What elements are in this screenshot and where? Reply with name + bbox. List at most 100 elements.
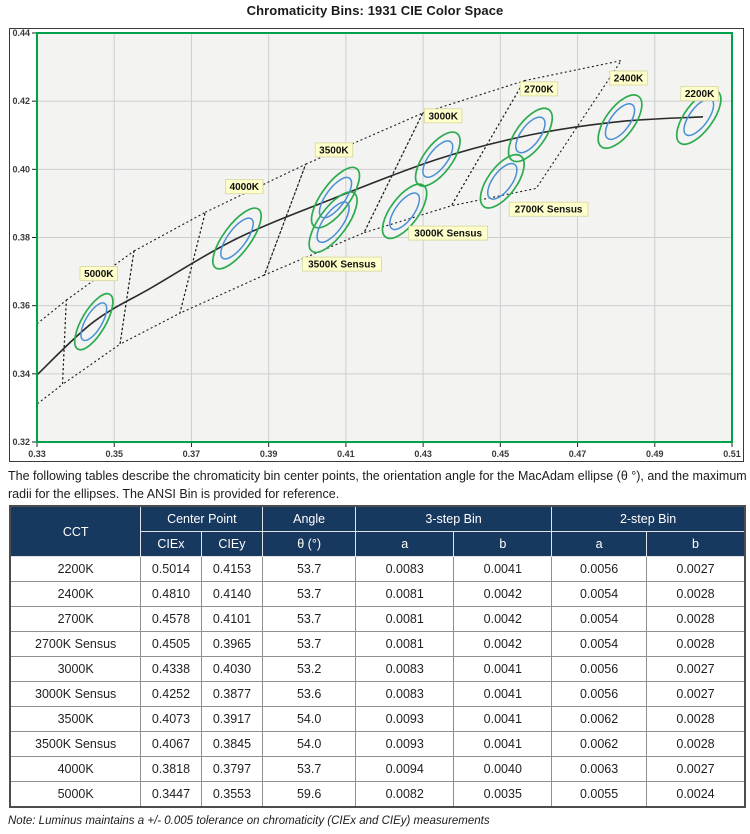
cell-value: 0.4338 [140,656,202,682]
header-3step-a: a [354,531,455,557]
cell-value: 0.4810 [140,581,202,607]
cell-value: 0.3553 [200,781,264,808]
ellipse-2step [318,176,353,219]
planckian-locus-curve [37,116,704,376]
ellipse-2step [515,116,546,154]
svg-text:0.43: 0.43 [414,449,432,459]
cell-value: 0.0081 [354,581,455,607]
ellipse-pair-4000K [212,207,262,270]
svg-text:0.34: 0.34 [12,369,30,379]
cell-value: 53.7 [262,756,356,782]
cell-value: 0.0063 [551,756,647,782]
svg-text:0.49: 0.49 [646,449,664,459]
bin-label-2400K: 2400K [609,70,648,86]
ellipse-pair-2400K [597,94,643,150]
cell-value: 0.0093 [354,706,455,732]
cell-value: 0.0082 [354,781,455,808]
cell-value: 0.0040 [453,756,553,782]
cell-cct: 3000K [9,656,142,682]
svg-text:3500K: 3500K [319,145,349,156]
svg-text:2700K Sensus: 2700K Sensus [515,205,583,216]
axis-ticks [32,32,733,447]
svg-text:0.36: 0.36 [12,301,30,311]
svg-text:3500K Sensus: 3500K Sensus [308,260,376,271]
bin-label-3000K: 3000K [423,108,463,124]
cell-value: 0.0056 [551,681,647,707]
cell-value: 0.4030 [200,656,264,682]
ellipse-pair-3000K Sensus [381,183,428,240]
chromaticity-figure: 0.33 0.35 0.37 0.39 0.41 0.43 0.45 0.47 0.49 0.51… [9,28,744,462]
ellipse-2step [422,140,454,179]
cell-value: 0.0056 [551,556,647,582]
cell-cct: 2400K [9,581,142,607]
table-row: 3500K 0.4073 0.3917 54.0 0.0093 0.0041 0.0062 0… [9,706,746,732]
cell-value: 0.4067 [140,731,202,757]
cell-value: 0.0081 [354,631,455,657]
ansi-quad-2700K [450,59,623,207]
cell-value: 53.7 [262,556,356,582]
cell-value: 53.7 [262,631,356,657]
cell-value: 0.0056 [551,656,647,682]
cell-value: 0.0027 [645,656,746,682]
bin-label-4000K: 4000K [225,179,264,195]
cell-value: 0.0094 [354,756,455,782]
ellipse-3step [479,153,525,209]
cell-cct: 2700K [9,606,142,632]
cell-value: 0.3877 [200,681,264,707]
cell-value: 0.4505 [140,631,202,657]
header-ciex: CIEx [140,531,202,557]
ellipse-2step [389,192,421,231]
cell-value: 0.4101 [200,606,264,632]
ansi-quad-5700K-partial [37,299,67,405]
ellipse-2step [604,103,636,141]
axis-tick-labels: 0.33 0.35 0.37 0.39 0.41 0.43 0.45 0.47 0.49 0.51… [12,28,740,459]
bin-label-3500K: 3500K [314,142,354,158]
ellipse-2step [220,217,254,260]
svg-text:0.37: 0.37 [183,449,201,459]
cell-value: 0.0083 [354,656,455,682]
svg-text:3000K: 3000K [428,111,458,122]
note-text: Note: Luminus maintains a +/- 0.005 tole… [8,815,490,827]
cell-cct: 3500K Sensus [9,731,142,757]
ellipse-pair-3500K Sensus [308,191,358,254]
cell-value: 0.0028 [645,606,746,632]
bin-label-2200K: 2200K [680,86,719,102]
cell-value: 0.0083 [354,681,455,707]
cell-value: 0.5014 [140,556,202,582]
svg-text:0.35: 0.35 [105,449,123,459]
cell-value: 0.0093 [354,731,455,757]
cell-cct: 2700K Sensus [9,631,142,657]
svg-text:0.32: 0.32 [12,437,30,447]
table-row: 4000K 0.3818 0.3797 53.7 0.0094 0.0040 0.0063 0… [9,756,746,782]
cell-value: 0.0081 [354,606,455,632]
header-cct: CCT [9,505,142,557]
cell-value: 0.0041 [453,731,553,757]
ellipse-2step [486,162,518,200]
svg-text:3000K Sensus: 3000K Sensus [414,229,482,240]
cell-cct: 4000K [9,756,142,782]
cell-value: 0.3917 [200,706,264,732]
svg-text:0.40: 0.40 [12,164,30,174]
header-2step-a: a [551,531,647,557]
cell-value: 0.0054 [551,581,647,607]
cell-value: 0.4140 [200,581,264,607]
cell-cct: 5000K [9,781,142,808]
svg-text:4000K: 4000K [230,182,260,193]
cell-value: 0.4073 [140,706,202,732]
svg-text:0.33: 0.33 [28,449,46,459]
header-2step-b: b [645,531,746,557]
cell-value: 0.0028 [645,706,746,732]
cell-cct: 3000K Sensus [9,681,142,707]
ellipse-3step [597,94,643,150]
header-3step-b: b [453,531,553,557]
cell-value: 0.0024 [645,781,746,808]
cell-value: 0.0041 [453,681,553,707]
cell-value: 0.0054 [551,606,647,632]
bin-label-5000K: 5000K [79,266,118,282]
svg-text:2700K: 2700K [524,84,554,95]
cell-value: 0.0027 [645,756,746,782]
cell-value: 0.0083 [354,556,455,582]
table-body: 2200K 0.5014 0.4153 53.7 0.0083 0.0041 0.0056 0… [9,556,746,808]
svg-text:0.47: 0.47 [569,449,587,459]
cell-value: 0.0042 [453,581,553,607]
